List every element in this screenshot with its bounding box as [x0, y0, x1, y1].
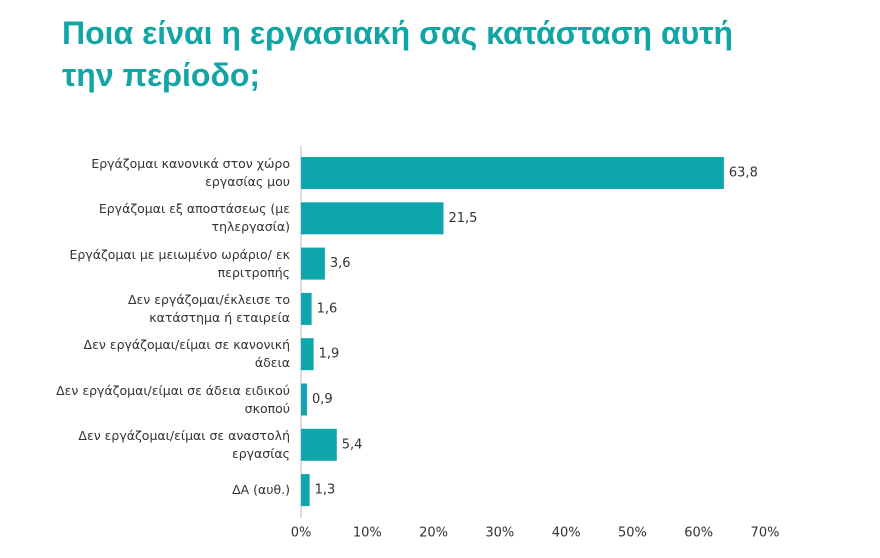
x-tick-label: 20% — [419, 526, 448, 541]
bar — [301, 292, 312, 325]
value-label: 0,9 — [312, 392, 333, 407]
bar — [301, 474, 310, 507]
bar — [301, 247, 325, 280]
chart-title: Ποια είναι η εργασιακή σας κατάσταση αυτ… — [62, 15, 734, 93]
bar — [301, 383, 307, 416]
category-label: Δεν εργάζομαι/είμαι σε κανονική άδεια — [83, 337, 290, 371]
value-label: 1,9 — [319, 347, 340, 362]
value-label: 1,6 — [317, 301, 338, 316]
x-tick-label: 60% — [684, 526, 713, 541]
bar — [301, 428, 337, 461]
bar — [301, 338, 314, 371]
category-label: Εργάζομαι κανονικά στον χώρο εργασίας μο… — [91, 156, 290, 189]
value-label: 63,8 — [729, 166, 758, 181]
category-label: Δεν εργάζομαι/είμαι σε αναστολή εργασίας — [78, 427, 290, 461]
x-tick-label: 70% — [751, 526, 780, 541]
category-label: Εργάζομαι με μειωμένο ωράριο/ εκ περιτρο… — [69, 246, 290, 280]
category-label: Εργάζομαι εξ αποστάσεως (με τηλεργασία) — [98, 201, 290, 235]
value-label: 21,5 — [449, 211, 478, 226]
x-tick-label: 40% — [552, 526, 581, 541]
category-label: Δεν εργάζομαι/είμαι σε άδεια ειδικού σκο… — [56, 382, 290, 416]
value-label: 5,4 — [342, 437, 363, 452]
value-label: 1,3 — [315, 483, 336, 498]
x-tick-label: 0% — [291, 526, 312, 541]
category-label: ΔΑ (αυθ.) — [232, 482, 290, 498]
x-tick-label: 50% — [618, 526, 647, 541]
x-tick-label: 30% — [485, 526, 514, 541]
x-tick-label: 10% — [353, 526, 382, 541]
bar — [301, 202, 444, 235]
value-label: 3,6 — [330, 256, 351, 271]
bar — [301, 157, 724, 189]
category-label: Δεν εργάζομαι/έκλεισε το κατάστημα ή ετα… — [127, 291, 290, 325]
